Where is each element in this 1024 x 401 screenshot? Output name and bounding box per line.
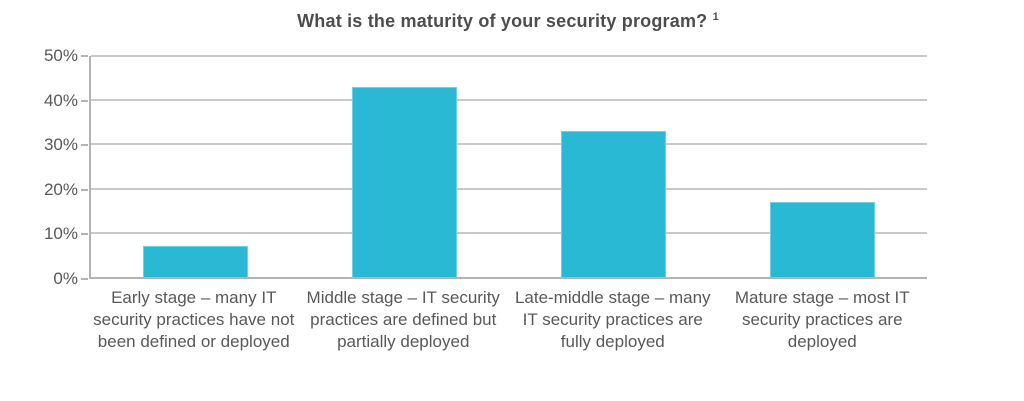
chart-title-footnote-marker: 1 [712, 11, 719, 23]
y-tick-label-30%: 30% [43, 135, 78, 155]
bar-2 [352, 86, 457, 277]
y-tick-mark-20% [81, 188, 88, 191]
gridline-20% [91, 187, 927, 190]
x-category-label-2: Middle stage – IT security practices are… [306, 288, 500, 351]
bar-1 [143, 246, 248, 277]
y-tick-mark-10% [81, 233, 88, 236]
y-tick-label-20%: 20% [43, 179, 78, 199]
gridline-50% [91, 55, 927, 57]
y-tick-label-50%: 50% [43, 46, 78, 65]
plot-area [89, 55, 927, 279]
gridline-40% [91, 99, 927, 102]
y-tick-mark-40% [81, 99, 88, 102]
x-category-label-1: Early stage – many IT security practices… [93, 288, 295, 351]
x-category-label-4: Mature stage – most IT security practice… [734, 288, 910, 351]
chart-title-text: What is the maturity of your security pr… [297, 11, 708, 31]
y-tick-label-0%: 0% [53, 269, 78, 288]
y-tick-mark-30% [81, 144, 88, 147]
y-tick-label-40%: 40% [43, 90, 78, 110]
y-tick-mark-50% [81, 55, 88, 57]
x-category-label-3: Late-middle stage – many IT security pra… [514, 288, 711, 351]
gridline-10% [91, 231, 927, 234]
y-tick-mark-0% [81, 278, 88, 280]
gridline-30% [91, 143, 927, 146]
x-axis-labels: Early stage – many IT security practices… [89, 287, 927, 353]
bar-3 [561, 131, 666, 277]
chart-title: What is the maturity of your security pr… [89, 11, 927, 32]
bar-4 [770, 201, 875, 277]
y-tick-label-10%: 10% [43, 224, 78, 244]
